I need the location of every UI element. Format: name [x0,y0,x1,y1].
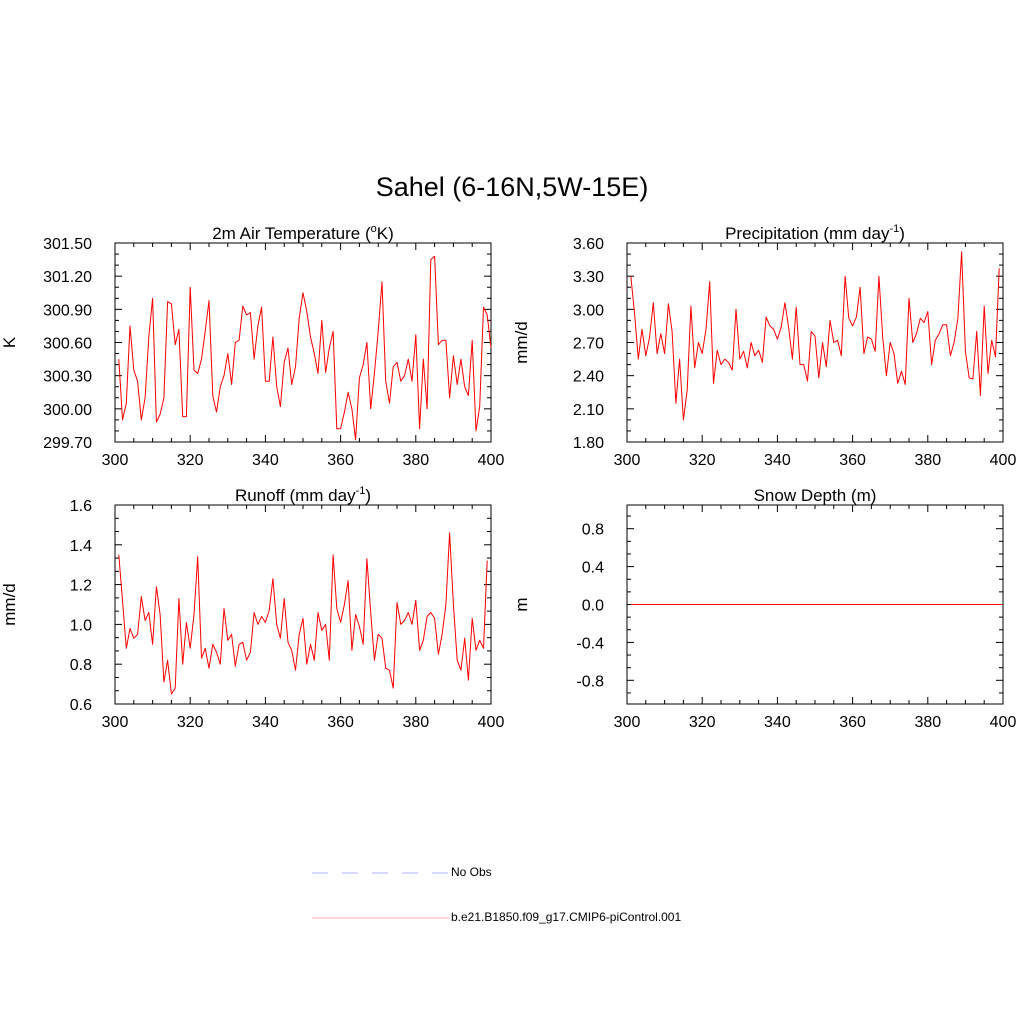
temperature-y-tick-label: 301.20 [43,269,92,286]
temperature-x-tick-label: 300 [102,452,129,469]
temperature-title-suffix: K) [377,224,394,243]
precipitation-title: Precipitation (mm day-1) [725,223,905,243]
snow-depth-y-tick-label: 0.4 [582,560,604,577]
runoff-title-superscript: -1 [356,485,366,497]
snow-depth-y-tick-label: 0.8 [582,522,604,539]
snow-depth-x-tick-label: 320 [689,714,716,731]
precipitation-title-text: Precipitation (mm day [725,224,890,243]
runoff-title: Runoff (mm day-1) [235,485,371,505]
temperature-chart: 300 320 340 360 380 400 299.70 300.00 300.30 300.… [0,223,504,469]
snow-depth-y-tick-label: -0.8 [576,673,604,690]
runoff-y-tick-label: 1.4 [70,538,92,555]
precipitation-y-tick-label: 2.10 [573,402,604,419]
snow-depth-y-tick-label: 0.0 [582,598,604,615]
runoff-x-tick-label: 300 [102,714,129,731]
temperature-y-tick-label: 299.70 [43,435,92,452]
legend-model-label: b.e21.B1850.f09_g17.CMIP6-piControl.001 [451,910,682,924]
precipitation-y-tick-label: 3.00 [573,302,604,319]
legend-model-swatch [312,917,450,919]
runoff-title-text: Runoff (mm day [235,486,356,505]
precipitation-x-tick-label: 320 [689,452,716,469]
precipitation-y-tick-label: 3.60 [573,236,604,253]
legend-obs-swatch [312,872,450,874]
precipitation-x-tick-label: 380 [914,452,941,469]
precipitation-x-tick-label: 360 [839,452,866,469]
precipitation-x-tick-label: 300 [614,452,641,469]
precipitation-x-tick-label: 340 [764,452,791,469]
temperature-title-text: 2m Air Temperature ( [212,224,371,243]
temperature-x-tick-label: 340 [252,452,279,469]
runoff-y-tick-label: 1.2 [70,578,92,595]
precipitation-y-axis-label: mm/d [512,321,531,364]
snow-depth-x-tick-label: 340 [764,714,791,731]
runoff-x-tick-label: 340 [252,714,279,731]
temperature-x-tick-label: 380 [402,452,429,469]
snow-depth-chart: 300 320 340 360 380 400 -0.8 -0.4 0.0 0.4 0.8 Snow … [512,486,1016,731]
runoff-chart: 300 320 340 360 380 400 0.6 0.8 1.0 1.2 1.4 1.6 Runo… [0,485,504,731]
runoff-title-suffix: ) [365,486,371,505]
legend-obs-label: No Obs [451,865,492,879]
runoff-y-tick-label: 1.0 [70,617,92,634]
snow-depth-y-tick-label: -0.4 [576,635,604,652]
temperature-y-axis-label: K [0,336,19,348]
runoff-y-axis-label: mm/d [0,583,19,626]
snow-depth-title-text: Snow Depth (m) [754,486,877,505]
figure-title: Sahel (6-16N,5W-15E) [375,172,649,202]
temperature-x-tick-label: 400 [478,452,505,469]
precipitation-y-tick-label: 2.40 [573,369,604,386]
snow-depth-title: Snow Depth (m) [754,486,877,505]
runoff-y-tick-label: 0.6 [70,697,92,714]
temperature-title: 2m Air Temperature (oK) [212,223,394,243]
snow-depth-y-axis-label: m [512,597,531,611]
precipitation-title-superscript: -1 [889,223,899,235]
precipitation-chart: 300 320 340 360 380 400 1.80 2.10 2.40 2.70 3.00 3.… [512,223,1016,469]
runoff-x-tick-label: 400 [478,714,505,731]
temperature-title-superscript: o [371,223,377,235]
snow-depth-x-tick-label: 300 [614,714,641,731]
precipitation-title-suffix: ) [899,224,905,243]
temperature-y-tick-label: 301.50 [43,236,92,253]
runoff-x-tick-label: 380 [402,714,429,731]
precipitation-series-line [630,251,1000,421]
runoff-x-tick-label: 320 [177,714,204,731]
snow-depth-x-tick-label: 400 [990,714,1017,731]
temperature-x-tick-label: 360 [327,452,354,469]
precipitation-y-tick-label: 3.30 [573,269,604,286]
temperature-y-tick-label: 300.60 [43,336,92,353]
temperature-x-tick-label: 320 [177,452,204,469]
runoff-series-line [118,532,488,695]
runoff-y-tick-label: 1.6 [70,498,92,515]
precipitation-y-tick-label: 2.70 [573,336,604,353]
runoff-y-tick-label: 0.8 [70,657,92,674]
temperature-y-tick-label: 300.00 [43,402,92,419]
snow-depth-x-tick-label: 380 [914,714,941,731]
runoff-frame [114,504,492,705]
snow-depth-x-tick-label: 360 [839,714,866,731]
temperature-series-line [118,255,492,441]
precipitation-x-tick-label: 400 [990,452,1017,469]
temperature-y-tick-label: 300.90 [43,302,92,319]
precipitation-y-tick-label: 1.80 [573,435,604,452]
temperature-y-tick-label: 300.30 [43,369,92,386]
runoff-x-tick-label: 360 [327,714,354,731]
temperature-frame [114,242,492,443]
